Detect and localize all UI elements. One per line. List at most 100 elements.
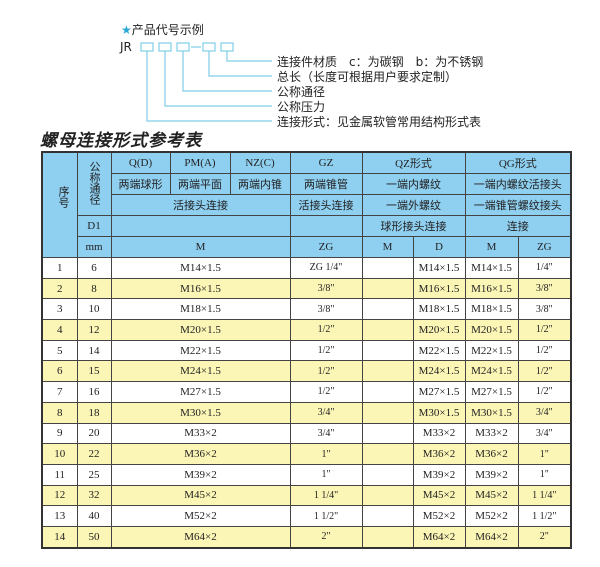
cell-qgzg: 1/2" — [517, 360, 572, 383]
cell-qgzg: 1/2" — [517, 319, 572, 341]
code-box — [220, 42, 234, 52]
header-pma: PM(A) — [169, 151, 231, 174]
cell-qgzg: 1 1/4" — [517, 484, 572, 507]
header-empty — [289, 215, 363, 237]
cell-zg: 1/2" — [289, 319, 363, 341]
cell-m: M22×1.5 — [110, 339, 291, 362]
cell-m: M64×2 — [110, 525, 291, 549]
code-box — [176, 42, 190, 52]
cell-d: M45×2 — [412, 484, 466, 507]
cell-no: 10 — [41, 443, 78, 465]
cell-d: M64×2 — [412, 525, 466, 549]
cell-empty — [361, 277, 414, 300]
cell-m: M36×2 — [110, 443, 291, 465]
cell-qgzg: 1/2" — [517, 381, 572, 403]
cell-empty — [361, 360, 414, 383]
cell-empty — [361, 484, 414, 507]
header-empty — [110, 215, 291, 237]
cell-qgzg: 2" — [517, 525, 572, 549]
cell-dn: 12 — [76, 319, 112, 341]
cell-dn: 40 — [76, 505, 112, 527]
cell-qgm: M36×2 — [464, 443, 519, 465]
cell-empty — [361, 443, 414, 465]
cell-d: M24×1.5 — [412, 360, 466, 383]
cell-m: M18×1.5 — [110, 298, 291, 321]
star-icon: ★ — [121, 23, 132, 37]
cell-qgm: M16×1.5 — [464, 277, 519, 300]
cell-qgzg: 1" — [517, 443, 572, 465]
cell-m: M33×2 — [110, 422, 291, 445]
cell-zg: 1/2" — [289, 360, 363, 383]
cell-qgm: M27×1.5 — [464, 381, 519, 403]
label-material: 连接件材质 c：为碳钢 b：为不锈钢 — [277, 55, 484, 69]
cell-qgzg: 1/2" — [517, 339, 572, 362]
cell-d: M33×2 — [412, 422, 466, 445]
table-row: 5 14 M22×1.5 1/2" M22×1.5 M22×1.5 1/2" — [41, 339, 572, 362]
cell-no: 8 — [41, 401, 78, 424]
cell-empty — [361, 401, 414, 424]
cell-qgzg: 1" — [517, 463, 572, 486]
cell-no: 3 — [41, 298, 78, 321]
cell-zg: 1 1/4" — [289, 484, 363, 507]
cell-zg: ZG 1/4" — [289, 257, 363, 279]
cell-empty — [361, 422, 414, 445]
header-gz: GZ — [289, 151, 363, 174]
cell-qgm: M39×2 — [464, 463, 519, 486]
cell-qgm: M52×2 — [464, 505, 519, 527]
cell-m: M16×1.5 — [110, 277, 291, 300]
cell-zg: 2" — [289, 525, 363, 549]
header-qz-d: D — [412, 236, 466, 258]
cell-d: M16×1.5 — [412, 277, 466, 300]
cell-empty — [361, 339, 414, 362]
cell-d: M27×1.5 — [412, 381, 466, 403]
nut-connection-table: 序号 公称通径 Q(D) PM(A) NZ(C) GZ QZ形式 QG形式 两端… — [41, 151, 573, 549]
cell-d: M30×1.5 — [412, 401, 466, 424]
cell-dn: 20 — [76, 422, 112, 445]
header-qz-m: M — [361, 236, 414, 258]
cell-no: 11 — [41, 463, 78, 486]
cell-dn: 6 — [76, 257, 112, 279]
table-row: 13 40 M52×2 1 1/2" M52×2 M52×2 1 1/2" — [41, 505, 572, 527]
cell-m: M30×1.5 — [110, 401, 291, 424]
table-title: 螺母连接形式参考表 — [40, 131, 202, 151]
header-mm: mm — [76, 236, 112, 258]
cell-d: M18×1.5 — [412, 298, 466, 321]
header-gz2: 两端锥管 — [289, 173, 363, 195]
cell-qgm: M22×1.5 — [464, 339, 519, 362]
cell-qgm: M64×2 — [464, 525, 519, 549]
cell-qgm: M45×2 — [464, 484, 519, 507]
label-diameter: 公称通径 — [277, 85, 326, 99]
header-seq-text: 序号 — [57, 186, 70, 208]
example-title-text: 产品代号示例 — [131, 23, 204, 37]
header-qg3: 一端锥管螺纹接头 — [464, 194, 572, 216]
header-qg-m: M — [464, 236, 519, 258]
header-nzc2: 两端内锥 — [229, 173, 291, 195]
cell-m: M27×1.5 — [110, 381, 291, 403]
header-zg: ZG — [289, 236, 363, 258]
cell-d: M20×1.5 — [412, 319, 466, 341]
table-row: 12 32 M45×2 1 1/4" M45×2 M45×2 1 1/4" — [41, 484, 572, 507]
cell-qgzg: 3/4" — [517, 401, 572, 424]
cell-dn: 18 — [76, 401, 112, 424]
header-qz: QZ形式 — [361, 151, 466, 174]
cell-empty — [361, 381, 414, 403]
cell-qgzg: 3/8" — [517, 298, 572, 321]
cell-m: M52×2 — [110, 505, 291, 527]
cell-no: 13 — [41, 505, 78, 527]
cell-d: M52×2 — [412, 505, 466, 527]
cell-dn: 50 — [76, 525, 112, 549]
header-gz3: 活接头连接 — [289, 194, 363, 216]
header-m: M — [110, 236, 291, 258]
table-row: 4 12 M20×1.5 1/2" M20×1.5 M20×1.5 1/2" — [41, 319, 572, 341]
cell-no: 9 — [41, 422, 78, 445]
cell-qgzg: 3/8" — [517, 277, 572, 300]
cell-qgzg: 3/4" — [517, 422, 572, 445]
table-row: 11 25 M39×2 1" M39×2 M39×2 1" — [41, 463, 572, 486]
cell-zg: 3/4" — [289, 422, 363, 445]
header-qz2: 一端内螺纹 — [361, 173, 466, 195]
cell-dn: 22 — [76, 443, 112, 465]
cell-m: M45×2 — [110, 484, 291, 507]
cell-zg: 1" — [289, 463, 363, 486]
cell-no: 2 — [41, 277, 78, 300]
header-dn-text: 公称通径 — [88, 160, 101, 205]
